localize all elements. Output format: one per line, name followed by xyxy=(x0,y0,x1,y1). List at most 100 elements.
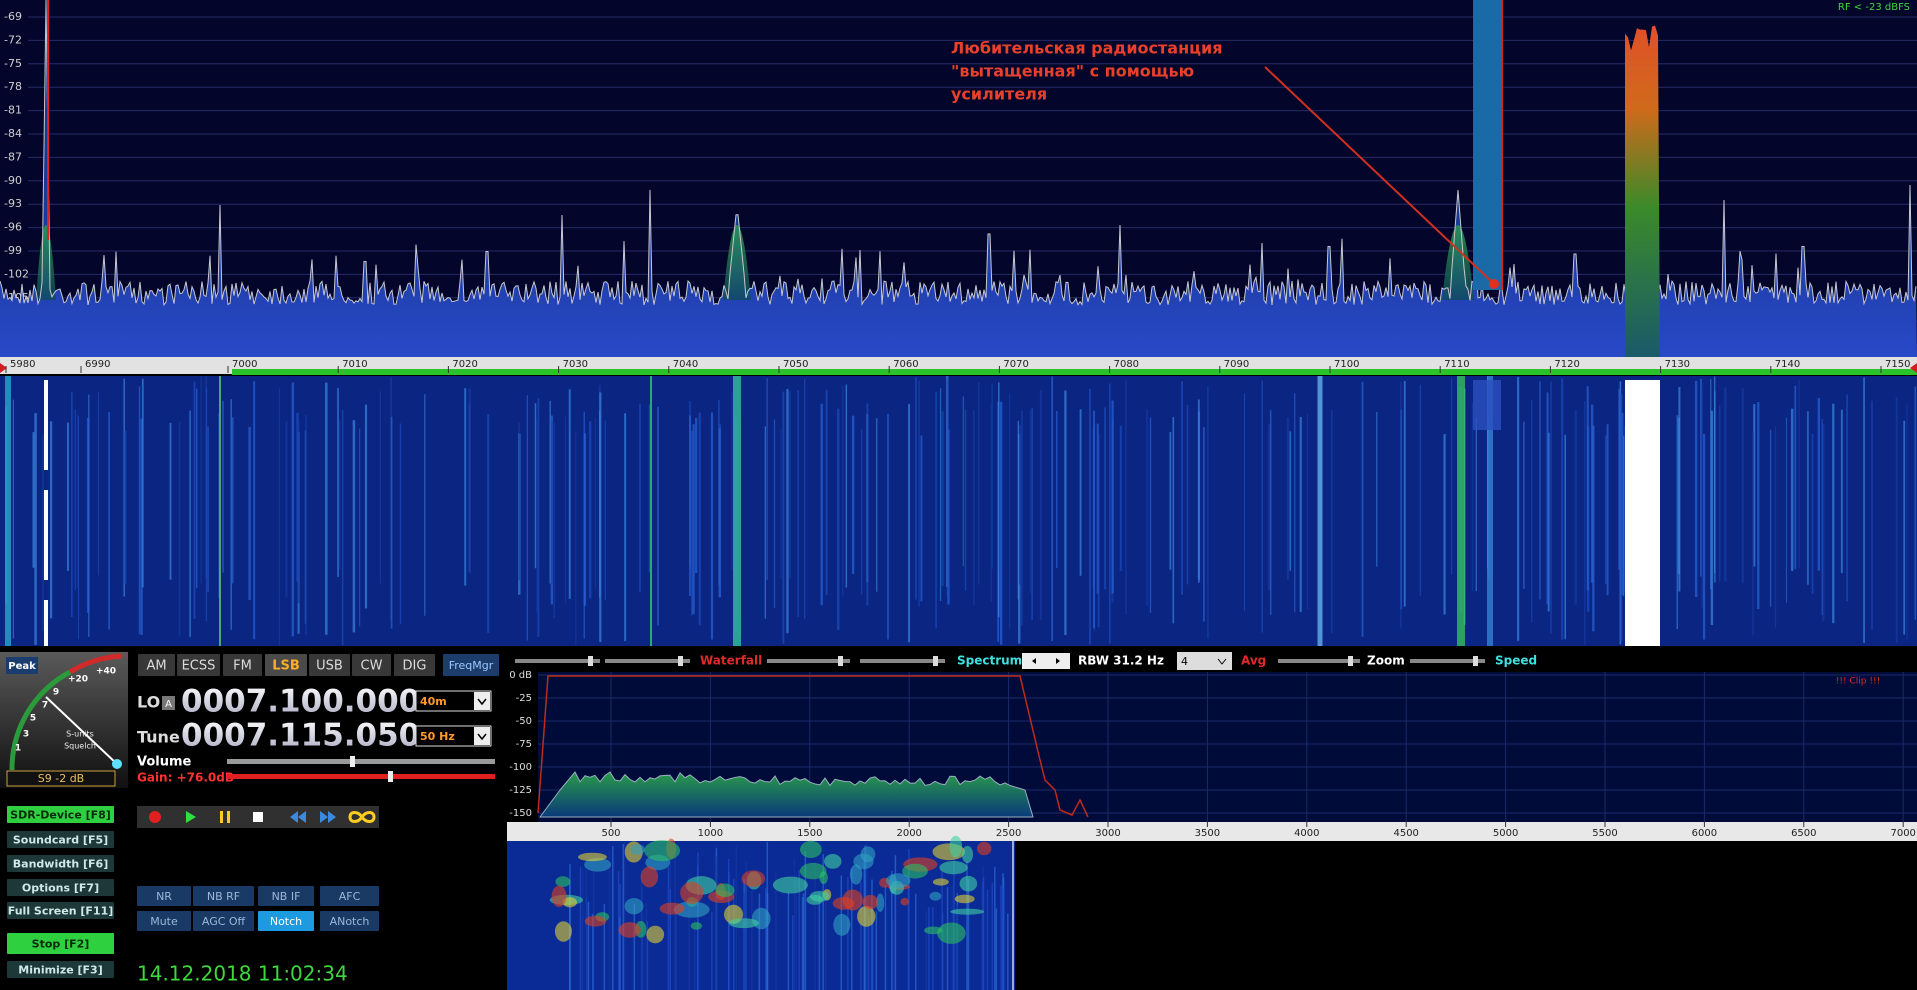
toolbar-thumb xyxy=(838,656,843,666)
toolbar-label: Speed xyxy=(1495,654,1537,668)
audio-waterfall-blob xyxy=(929,891,942,901)
mode-button[interactable] xyxy=(177,654,220,676)
mode-button-label: FM xyxy=(233,659,252,674)
record-button[interactable] xyxy=(149,811,161,823)
toolbar-slider[interactable] xyxy=(1410,659,1485,663)
side-button-label: Soundcard [F5] xyxy=(13,834,108,847)
mode-button-label: CW xyxy=(361,659,383,674)
side-button-label: Stop [F2] xyxy=(32,938,90,951)
meter-arc-red xyxy=(68,653,123,675)
band-dropdown[interactable] xyxy=(415,690,492,712)
mode-button[interactable] xyxy=(138,654,175,676)
meter-scale: 7 xyxy=(42,701,48,711)
audio-waterfall-blob xyxy=(924,926,943,935)
freq-label: 7010 xyxy=(342,359,367,370)
audio-waterfall-blob xyxy=(902,863,928,879)
mode-button[interactable] xyxy=(265,654,307,676)
side-button[interactable] xyxy=(7,961,114,978)
audio-waterfall-blob xyxy=(659,902,685,915)
dsp-button[interactable] xyxy=(193,911,254,931)
freq-label: 7090 xyxy=(1224,359,1249,370)
mode-button[interactable] xyxy=(223,654,262,676)
toolbar-slider[interactable] xyxy=(767,659,850,663)
audio-waterfall-blob xyxy=(554,921,572,942)
audio-waterfall-blob xyxy=(584,915,607,927)
side-button[interactable] xyxy=(7,855,114,872)
rbw-arrows[interactable] xyxy=(1022,653,1070,669)
audio-waterfall-blob xyxy=(578,852,607,862)
db-label: -96 xyxy=(4,221,22,234)
audio-waterfall-blob xyxy=(819,871,828,884)
dsp-button-label: NR xyxy=(156,890,172,903)
audio-freq-label: 4500 xyxy=(1393,828,1418,839)
dsp-button[interactable] xyxy=(320,886,379,906)
gain-slider[interactable] xyxy=(227,774,495,779)
freq-label: 6990 xyxy=(85,359,110,370)
mode-button[interactable] xyxy=(309,654,350,676)
meter-needle xyxy=(45,696,118,765)
side-button[interactable] xyxy=(7,902,114,919)
avg-value: 4 xyxy=(1181,655,1188,668)
pause-button[interactable] xyxy=(220,811,230,823)
vfo-box xyxy=(162,696,175,710)
mode-button[interactable] xyxy=(352,654,391,676)
peak-button[interactable] xyxy=(6,657,38,674)
meter-scale: 1 xyxy=(15,744,21,754)
waterfall-signal xyxy=(1317,376,1323,646)
side-button[interactable] xyxy=(7,806,114,823)
waterfall-signal xyxy=(1487,376,1493,646)
annotation-text: Любительская радиостанция xyxy=(951,39,1223,58)
audio-waterfall-blob xyxy=(976,841,992,856)
meter-arc-green xyxy=(9,669,72,771)
step-dropdown-arrow xyxy=(477,733,487,741)
waterfall-bg xyxy=(0,376,1917,646)
avg-dropdown[interactable] xyxy=(1177,652,1232,670)
dsp-button-label: NB RF xyxy=(207,890,240,903)
freqmgr-button-label: FreqMgr xyxy=(449,659,494,672)
toolbar-thumb xyxy=(1473,656,1478,666)
stop-button[interactable] xyxy=(253,812,263,822)
loop-button[interactable] xyxy=(348,811,376,823)
freqmgr-button[interactable] xyxy=(443,654,499,676)
play-button[interactable] xyxy=(186,811,196,823)
volume-slider[interactable] xyxy=(227,759,495,764)
step-dropdown-value: 50 Hz xyxy=(420,730,455,743)
audio-waterfall-blob xyxy=(630,844,645,855)
audio-waterfall-blob xyxy=(680,881,704,904)
dsp-button-label: AGC Off xyxy=(202,915,246,928)
audio-freq-label: 5500 xyxy=(1592,828,1617,839)
forward-button[interactable] xyxy=(320,811,336,823)
waterfall-signal xyxy=(650,376,652,646)
dsp-button[interactable] xyxy=(320,911,379,931)
toolbar-slider[interactable] xyxy=(515,659,600,663)
dsp-button[interactable] xyxy=(137,911,191,931)
band-dropdown-value: 40m xyxy=(420,695,447,708)
freq-label: 7030 xyxy=(563,359,588,370)
dsp-button-label: ANotch xyxy=(330,915,370,928)
audio-waterfall-blob xyxy=(937,922,966,944)
audio-axis xyxy=(507,822,1917,841)
db-label: -90 xyxy=(4,174,22,187)
toolbar-slider[interactable] xyxy=(605,659,690,663)
step-dropdown[interactable] xyxy=(415,725,492,747)
mode-button[interactable] xyxy=(394,654,435,676)
db-label: -75 xyxy=(4,57,22,70)
side-button[interactable] xyxy=(7,831,114,848)
dsp-button[interactable] xyxy=(193,886,254,906)
rewind-button[interactable] xyxy=(290,811,306,823)
signal-hump xyxy=(723,225,751,300)
dsp-button[interactable] xyxy=(258,886,314,906)
toolbar-slider[interactable] xyxy=(1278,659,1360,663)
toolbar-slider[interactable] xyxy=(860,659,945,663)
dsp-button[interactable] xyxy=(137,886,191,906)
audio-waterfall-blob xyxy=(857,905,876,927)
side-button[interactable] xyxy=(7,933,114,954)
audio-waterfall-blob xyxy=(959,875,978,892)
audio-freq-label: 3500 xyxy=(1195,828,1220,839)
audio-waterfall-blob xyxy=(809,890,830,902)
dsp-button[interactable] xyxy=(258,911,314,931)
audio-waterfall-blob xyxy=(741,870,766,887)
side-button[interactable] xyxy=(7,879,114,896)
